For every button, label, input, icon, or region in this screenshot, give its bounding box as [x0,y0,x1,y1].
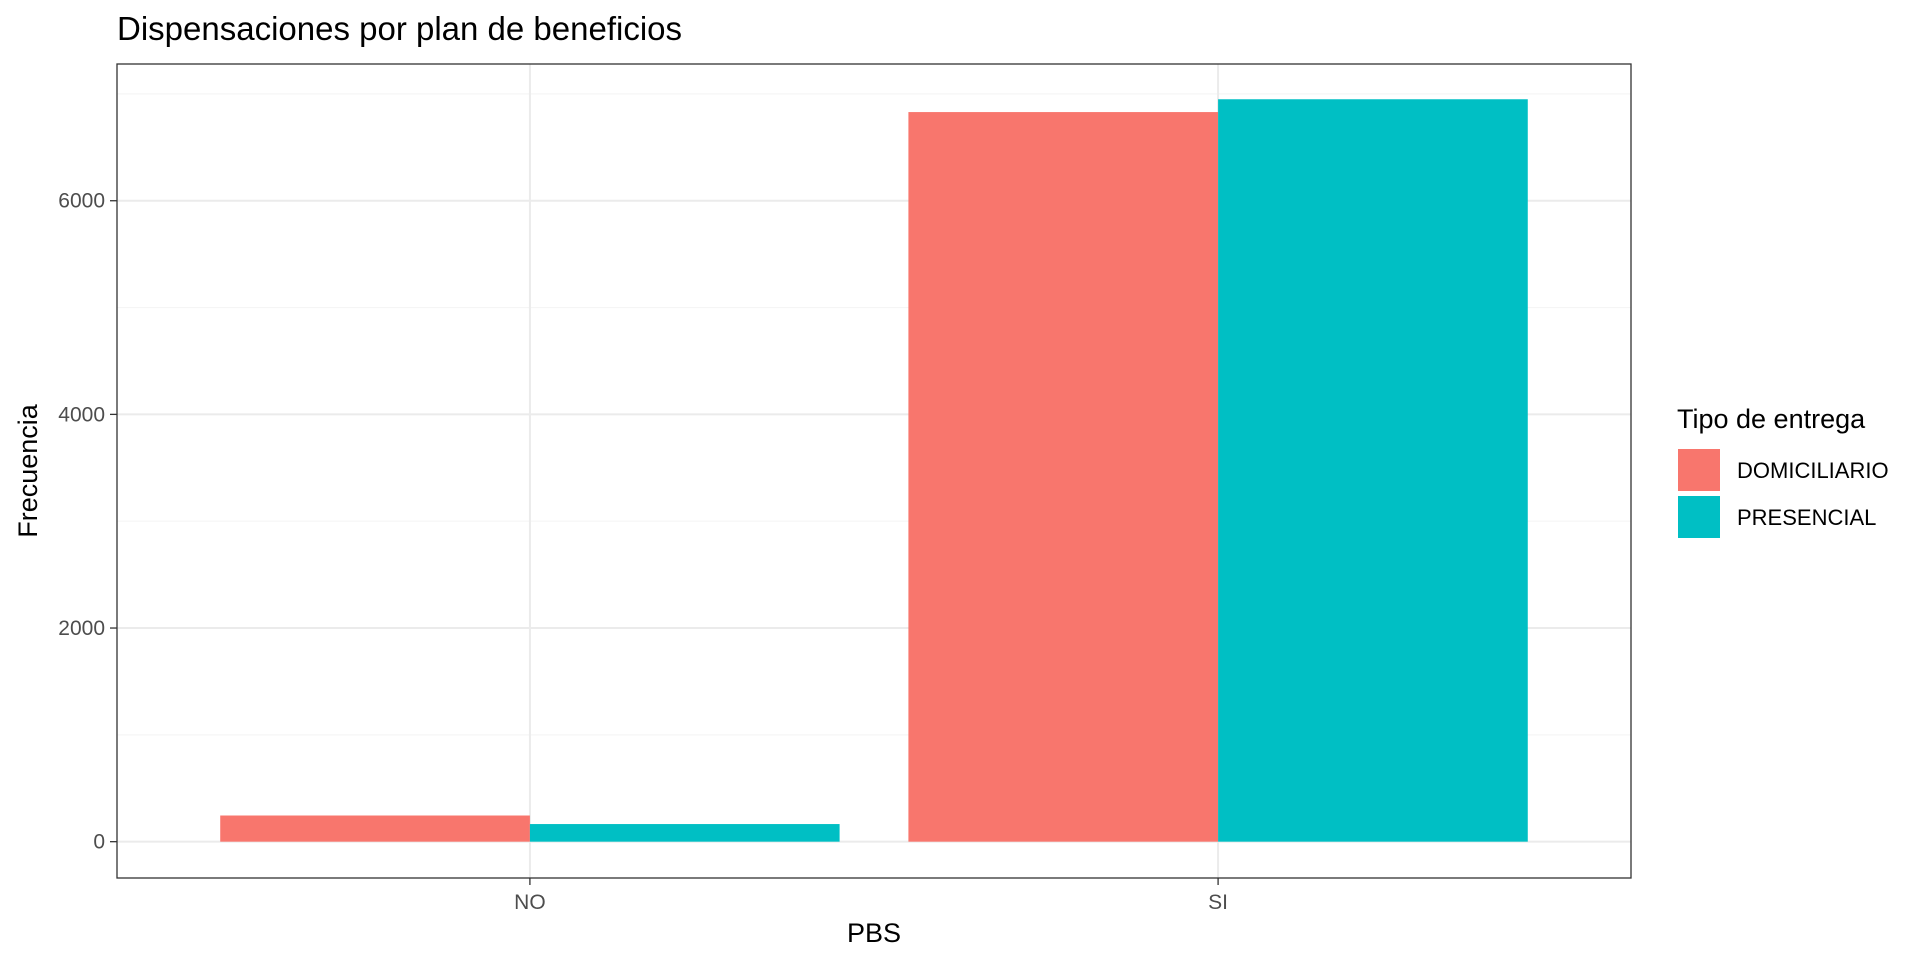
bar-presencial-no [529,824,840,842]
x-axis-title: PBS [847,918,901,948]
y-axis-title: Frecuencia [13,403,43,538]
y-tick-label: 4000 [58,403,105,426]
chart-title: Dispensaciones por plan de beneficios [117,10,682,47]
legend-label-domiciliario: DOMICILIARIO [1737,458,1889,483]
x-axis: NO SI [514,878,1228,914]
x-tick-label: NO [514,891,546,914]
y-axis: 0 2000 4000 6000 [58,190,117,854]
panel-border [116,63,1632,879]
legend: Tipo de entrega DOMICILIARIO PRESENCIAL [1677,404,1889,538]
legend-title: Tipo de entrega [1677,404,1866,434]
bar-domiciliario-si [908,112,1219,842]
bar-domiciliario-no [220,815,530,842]
y-tick-label: 2000 [58,617,105,640]
x-tick-label: SI [1208,891,1228,914]
legend-label-presencial: PRESENCIAL [1737,505,1876,530]
legend-key-domiciliario [1678,449,1720,491]
y-tick-label: 6000 [58,190,105,213]
y-tick-label: 0 [93,831,105,854]
bar-presencial-si [1218,99,1528,842]
legend-key-presencial [1678,496,1720,538]
bars-layer [220,99,1528,842]
